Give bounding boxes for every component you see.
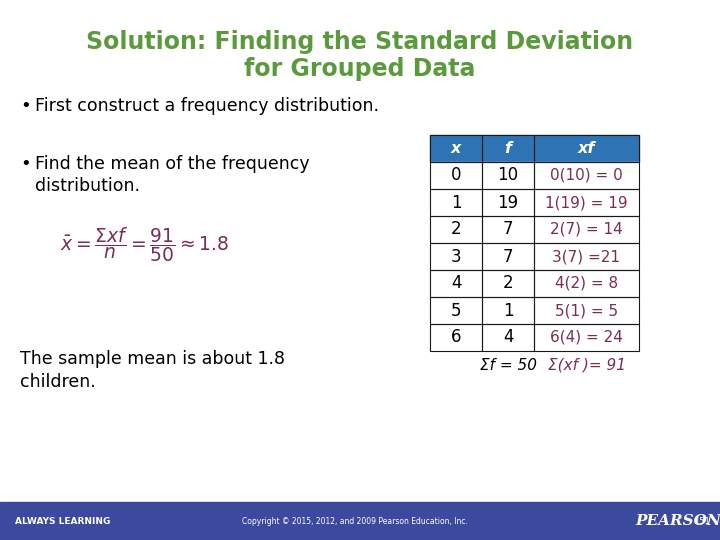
Text: •: • — [20, 155, 31, 173]
Bar — [482, 162, 534, 189]
Text: 10: 10 — [498, 166, 518, 185]
Bar — [482, 324, 534, 351]
Text: •: • — [20, 97, 31, 115]
Bar — [430, 189, 482, 216]
Bar — [430, 324, 482, 351]
Bar — [482, 270, 534, 297]
Text: ALWAYS LEARNING: ALWAYS LEARNING — [15, 516, 110, 525]
Text: 4(2) = 8: 4(2) = 8 — [555, 276, 618, 291]
Bar — [482, 189, 534, 216]
Bar — [534, 189, 639, 216]
Text: f: f — [505, 141, 511, 156]
Text: First construct a frequency distribution.: First construct a frequency distribution… — [35, 97, 379, 115]
Bar — [534, 243, 639, 270]
Text: The sample mean is about 1.8: The sample mean is about 1.8 — [20, 350, 285, 368]
Bar — [534, 135, 639, 162]
Text: 7: 7 — [503, 220, 513, 239]
Bar — [430, 135, 482, 162]
Bar — [430, 162, 482, 189]
Bar — [534, 324, 639, 351]
Bar — [482, 216, 534, 243]
Bar — [482, 243, 534, 270]
Text: PEARSON: PEARSON — [635, 514, 720, 528]
Bar — [534, 162, 639, 189]
Bar — [534, 297, 639, 324]
Text: $\bar{x} = \dfrac{\Sigma xf}{n} = \dfrac{91}{50} \approx 1.8$: $\bar{x} = \dfrac{\Sigma xf}{n} = \dfrac… — [60, 225, 229, 264]
Bar — [430, 324, 482, 351]
Bar — [534, 243, 639, 270]
Text: children.: children. — [20, 373, 96, 391]
Text: 7: 7 — [503, 247, 513, 266]
Text: 1(19) = 19: 1(19) = 19 — [545, 195, 628, 210]
Text: 19: 19 — [498, 193, 518, 212]
Bar — [534, 135, 639, 162]
Text: 4: 4 — [451, 274, 462, 293]
Bar — [534, 162, 639, 189]
Text: 5(1) = 5: 5(1) = 5 — [555, 303, 618, 318]
Bar — [430, 189, 482, 216]
Bar — [482, 297, 534, 324]
Text: Copyright © 2015, 2012, and 2009 Pearson Education, Inc.: Copyright © 2015, 2012, and 2009 Pearson… — [242, 516, 468, 525]
Text: distribution.: distribution. — [35, 177, 140, 195]
Bar — [534, 324, 639, 351]
Text: 1: 1 — [451, 193, 462, 212]
Text: for Grouped Data: for Grouped Data — [244, 57, 476, 81]
Bar — [430, 162, 482, 189]
Text: 6(4) = 24: 6(4) = 24 — [550, 330, 623, 345]
Bar — [482, 135, 534, 162]
Bar — [482, 324, 534, 351]
Text: 1: 1 — [503, 301, 513, 320]
Bar — [534, 216, 639, 243]
Bar — [430, 270, 482, 297]
Bar — [534, 297, 639, 324]
Bar — [482, 243, 534, 270]
Bar — [430, 270, 482, 297]
Bar — [482, 216, 534, 243]
Bar — [482, 297, 534, 324]
Bar — [430, 216, 482, 243]
Text: xf: xf — [578, 141, 595, 156]
Bar — [534, 189, 639, 216]
Bar — [482, 189, 534, 216]
Bar — [534, 270, 639, 297]
Text: Σ(xf )= 91: Σ(xf )= 91 — [547, 357, 626, 373]
Text: x: x — [451, 141, 462, 156]
Text: 0: 0 — [451, 166, 462, 185]
Text: 2: 2 — [451, 220, 462, 239]
Bar — [430, 297, 482, 324]
Text: 5: 5 — [451, 301, 462, 320]
Text: 151: 151 — [694, 516, 710, 525]
Text: 3(7) =21: 3(7) =21 — [552, 249, 621, 264]
Text: 2(7) = 14: 2(7) = 14 — [550, 222, 623, 237]
Bar — [430, 243, 482, 270]
Bar — [534, 270, 639, 297]
Text: Solution: Finding the Standard Deviation: Solution: Finding the Standard Deviation — [86, 30, 634, 54]
Text: 4: 4 — [503, 328, 513, 347]
Text: 6: 6 — [451, 328, 462, 347]
Bar — [482, 135, 534, 162]
Bar — [534, 216, 639, 243]
Bar — [482, 162, 534, 189]
Bar — [430, 297, 482, 324]
Text: 3: 3 — [451, 247, 462, 266]
Bar — [0, 502, 720, 540]
Bar — [430, 216, 482, 243]
Text: 2: 2 — [503, 274, 513, 293]
Text: 0(10) = 0: 0(10) = 0 — [550, 168, 623, 183]
Bar — [430, 135, 482, 162]
Bar — [482, 270, 534, 297]
Text: Find the mean of the frequency: Find the mean of the frequency — [35, 155, 310, 173]
Text: Σf = 50: Σf = 50 — [480, 357, 536, 373]
Bar — [430, 243, 482, 270]
